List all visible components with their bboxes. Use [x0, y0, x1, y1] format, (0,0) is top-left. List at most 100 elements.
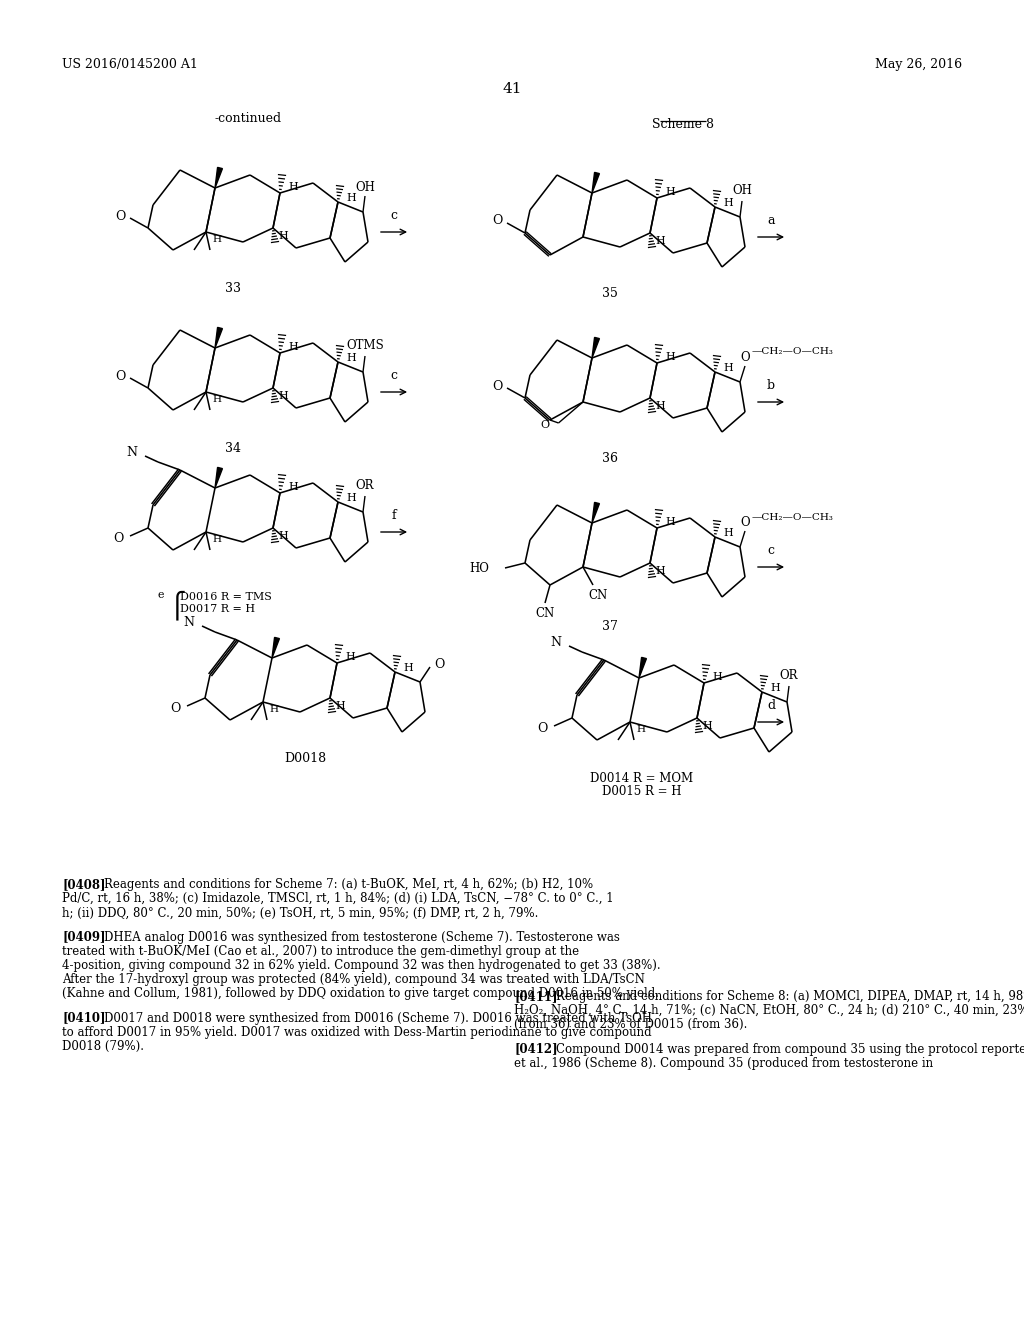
Text: et al., 1986 (Scheme 8). Compound 35 (produced from testosterone in: et al., 1986 (Scheme 8). Compound 35 (pr… — [514, 1057, 933, 1069]
Polygon shape — [592, 503, 599, 523]
Polygon shape — [215, 327, 222, 348]
Text: [0409]: [0409] — [62, 931, 105, 944]
Text: c: c — [390, 370, 397, 381]
Text: H: H — [335, 701, 345, 711]
Text: H: H — [212, 536, 221, 544]
Text: H: H — [702, 721, 712, 731]
Text: O: O — [540, 420, 549, 430]
Polygon shape — [272, 638, 280, 657]
Text: After the 17-hydroxyl group was protected (84% yield), compound 34 was treated w: After the 17-hydroxyl group was protecte… — [62, 973, 645, 986]
Text: N: N — [127, 446, 137, 459]
Text: H: H — [288, 182, 298, 191]
Text: CN: CN — [589, 589, 607, 602]
Text: H: H — [346, 352, 355, 363]
Text: Scheme 8: Scheme 8 — [652, 117, 714, 131]
Text: H: H — [636, 726, 645, 734]
Text: D0016 R = TMS: D0016 R = TMS — [180, 591, 272, 602]
Text: H: H — [665, 352, 675, 362]
Polygon shape — [592, 338, 599, 358]
Text: O: O — [115, 210, 125, 223]
Text: H: H — [403, 663, 413, 673]
Text: OR: OR — [355, 479, 374, 492]
Text: OH: OH — [355, 181, 375, 194]
Text: Reagents and conditions for Scheme 8: (a) MOMCl, DIPEA, DMAP, rt, 14 h, 98%; (b): Reagents and conditions for Scheme 8: (a… — [541, 990, 1024, 1003]
Text: e: e — [158, 590, 165, 601]
Text: O: O — [434, 657, 444, 671]
Text: O: O — [170, 701, 180, 714]
Text: (from 36) and 23% of D0015 (from 36).: (from 36) and 23% of D0015 (from 36). — [514, 1019, 748, 1031]
Text: H₂O₂, NaOH, 4° C., 14 h, 71%; (c) NaCN, EtOH, 80° C., 24 h; (d) 210° C., 40 min,: H₂O₂, NaOH, 4° C., 14 h, 71%; (c) NaCN, … — [514, 1005, 1024, 1018]
Text: H: H — [723, 198, 733, 209]
Text: H: H — [723, 363, 733, 374]
Text: H: H — [288, 342, 298, 352]
Text: OR: OR — [779, 669, 799, 682]
Text: [0411]: [0411] — [514, 990, 557, 1003]
Text: to afford D0017 in 95% yield. D0017 was oxidized with Dess-Martin periodinane to: to afford D0017 in 95% yield. D0017 was … — [62, 1026, 651, 1039]
Text: Compound D0014 was prepared from compound 35 using the protocol reported by Rasm: Compound D0014 was prepared from compoun… — [541, 1043, 1024, 1056]
Text: H: H — [655, 401, 665, 411]
Text: H: H — [269, 705, 278, 714]
Text: D0018 (79%).: D0018 (79%). — [62, 1040, 144, 1053]
Text: b: b — [767, 379, 775, 392]
Text: D0018: D0018 — [284, 752, 326, 766]
Text: H: H — [655, 236, 665, 246]
Text: H: H — [723, 528, 733, 539]
Text: 36: 36 — [602, 451, 618, 465]
Polygon shape — [639, 657, 646, 678]
Text: D0017 R = H: D0017 R = H — [180, 605, 255, 614]
Text: (Kahne and Collum, 1981), followed by DDQ oxidation to give target compound D001: (Kahne and Collum, 1981), followed by DD… — [62, 987, 659, 1001]
Text: H: H — [345, 652, 354, 663]
Text: DHEA analog D0016 was synthesized from testosterone (Scheme 7). Testosterone was: DHEA analog D0016 was synthesized from t… — [88, 931, 620, 944]
Text: a: a — [767, 214, 775, 227]
Text: OTMS: OTMS — [346, 339, 384, 352]
Text: H: H — [212, 396, 221, 404]
Text: 35: 35 — [602, 286, 617, 300]
Text: H: H — [770, 682, 779, 693]
Text: H: H — [288, 482, 298, 492]
Text: H: H — [665, 187, 675, 197]
Text: CN: CN — [536, 607, 555, 620]
Text: —CH₂—O—CH₃: —CH₂—O—CH₃ — [752, 347, 834, 356]
Text: May 26, 2016: May 26, 2016 — [874, 58, 962, 71]
Polygon shape — [215, 168, 222, 187]
Text: H: H — [278, 391, 288, 401]
Text: f: f — [392, 510, 396, 521]
Text: 41: 41 — [502, 82, 522, 96]
Text: O: O — [740, 516, 750, 529]
Text: 4-position, giving compound 32 in 62% yield. Compound 32 was then hydrogenated t: 4-position, giving compound 32 in 62% yi… — [62, 960, 660, 972]
Text: c: c — [390, 209, 397, 222]
Text: —CH₂—O—CH₃: —CH₂—O—CH₃ — [752, 512, 834, 521]
Text: N: N — [183, 616, 195, 630]
Polygon shape — [592, 173, 599, 193]
Text: H: H — [278, 531, 288, 541]
Text: O: O — [492, 380, 502, 392]
Text: H: H — [278, 231, 288, 242]
Text: D0017 and D0018 were synthesized from D0016 (Scheme 7). D0016 was treated with T: D0017 and D0018 were synthesized from D0… — [88, 1011, 651, 1024]
Text: H: H — [655, 566, 665, 576]
Text: [0408]: [0408] — [62, 878, 105, 891]
Text: Pd/C, rt, 16 h, 38%; (c) Imidazole, TMSCl, rt, 1 h, 84%; (d) (i) LDA, TsCN, −78°: Pd/C, rt, 16 h, 38%; (c) Imidazole, TMSC… — [62, 892, 613, 906]
Text: ⎧: ⎧ — [168, 590, 186, 619]
Text: [0412]: [0412] — [514, 1043, 558, 1056]
Text: D0015 R = H: D0015 R = H — [602, 785, 682, 799]
Text: treated with t-BuOK/MeI (Cao et al., 2007) to introduce the gem-dimethyl group a: treated with t-BuOK/MeI (Cao et al., 200… — [62, 945, 580, 958]
Text: Reagents and conditions for Scheme 7: (a) t-BuOK, MeI, rt, 4 h, 62%; (b) H2, 10%: Reagents and conditions for Scheme 7: (a… — [88, 878, 593, 891]
Text: d: d — [767, 700, 775, 711]
Text: -continued: -continued — [214, 112, 282, 125]
Text: HO: HO — [469, 561, 489, 574]
Text: 33: 33 — [225, 282, 241, 294]
Text: H: H — [712, 672, 722, 682]
Text: H: H — [346, 492, 355, 503]
Text: D0014 R = MOM: D0014 R = MOM — [591, 772, 693, 785]
Text: 37: 37 — [602, 620, 617, 634]
Text: O: O — [115, 370, 125, 383]
Text: [0410]: [0410] — [62, 1011, 105, 1024]
Text: N: N — [551, 636, 561, 649]
Text: O: O — [537, 722, 547, 734]
Text: OH: OH — [732, 183, 752, 197]
Text: O: O — [113, 532, 123, 544]
Text: c: c — [768, 544, 774, 557]
Text: H: H — [665, 517, 675, 527]
Text: H: H — [346, 193, 355, 203]
Text: O: O — [492, 214, 502, 227]
